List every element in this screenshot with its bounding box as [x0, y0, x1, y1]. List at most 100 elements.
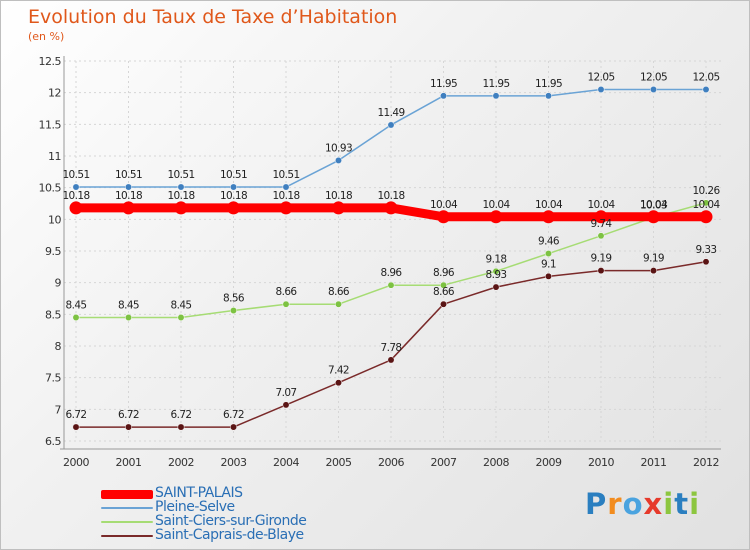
data-point-saint-caprais-de-blaye — [387, 356, 395, 364]
data-point-saint-palais — [594, 210, 608, 224]
data-point-saint-ciers-sur-gironde — [440, 281, 447, 289]
data-point-pleine-selve — [387, 121, 395, 129]
data-label-saint-palais: 10.04 — [640, 199, 668, 211]
data-label-saint-caprais-de-blaye: 6.72 — [118, 409, 139, 421]
data-label-pleine-selve: 10.51 — [272, 169, 299, 181]
logo-letter: i — [689, 487, 701, 521]
x-tick-label: 2010 — [588, 456, 614, 469]
data-point-saint-caprais-de-blaye — [492, 283, 500, 291]
data-point-saint-caprais-de-blaye — [545, 272, 552, 280]
data-point-saint-caprais-de-blaye — [125, 423, 132, 431]
x-tick-label: 2004 — [273, 456, 299, 469]
data-point-pleine-selve — [282, 183, 290, 191]
data-label-saint-caprais-de-blaye: 9.19 — [591, 253, 612, 265]
y-tick-label: 9.5 — [45, 245, 61, 258]
data-label-pleine-selve: 10.51 — [62, 169, 89, 181]
data-label-saint-ciers-sur-gironde: 9.18 — [486, 253, 507, 265]
data-label-saint-palais: 10.04 — [535, 199, 563, 211]
data-point-saint-ciers-sur-gironde — [125, 314, 132, 321]
y-tick-label: 7.5 — [45, 372, 61, 385]
data-label-saint-ciers-sur-gironde: 8.66 — [276, 286, 298, 298]
data-label-saint-palais: 10.04 — [692, 199, 720, 211]
data-label-pleine-selve: 11.95 — [535, 78, 562, 90]
data-point-saint-ciers-sur-gironde — [702, 199, 710, 207]
legend-label: Saint-Caprais-de-Blaye — [155, 527, 304, 543]
data-point-saint-caprais-de-blaye — [702, 258, 710, 266]
legend-swatch-saint-palais — [101, 490, 153, 499]
data-point-pleine-selve — [125, 183, 132, 191]
data-point-pleine-selve — [597, 86, 605, 93]
data-point-saint-caprais-de-blaye — [72, 423, 80, 431]
data-label-saint-ciers-sur-gironde: 10.03 — [640, 199, 667, 211]
data-label-saint-caprais-de-blaye: 6.72 — [171, 409, 192, 421]
x-tick-label: 2003 — [221, 456, 247, 469]
y-tick-label: 7 — [55, 403, 62, 416]
y-tick-label: 11.5 — [39, 118, 62, 131]
legend-swatch-saint-caprais — [101, 535, 153, 537]
data-point-pleine-selve — [440, 92, 447, 100]
data-label-saint-palais: 10.18 — [62, 190, 89, 202]
data-label-saint-caprais-de-blaye: 9.1 — [541, 258, 556, 270]
data-point-saint-caprais-de-blaye — [282, 401, 290, 409]
legend-label: SAINT-PALAIS — [155, 485, 243, 501]
legend-swatch-pleine-selve — [101, 507, 153, 509]
chart-title: Evolution du Taux de Taxe d’Habitation — [28, 6, 398, 28]
data-label-saint-caprais-de-blaye: 7.42 — [328, 365, 349, 377]
data-label-saint-palais: 10.18 — [115, 190, 142, 202]
y-tick-label: 8 — [55, 340, 62, 353]
x-tick-label: 2001 — [116, 456, 142, 469]
data-point-saint-ciers-sur-gironde — [597, 232, 605, 240]
y-tick-label: 8.5 — [45, 308, 61, 321]
data-label-saint-ciers-sur-gironde: 8.45 — [171, 300, 192, 312]
data-point-saint-palais — [699, 210, 713, 224]
data-point-saint-caprais-de-blaye — [335, 379, 342, 387]
data-label-saint-caprais-de-blaye: 6.72 — [223, 409, 244, 421]
data-point-pleine-selve — [492, 92, 500, 100]
data-point-saint-ciers-sur-gironde — [72, 314, 80, 321]
data-point-saint-ciers-sur-gironde — [230, 307, 237, 314]
data-point-saint-palais — [384, 201, 398, 215]
y-tick-label: 11 — [48, 150, 61, 163]
x-tick-label: 2000 — [63, 456, 89, 469]
y-tick-label: 9 — [55, 277, 62, 290]
proxiti-logo: Proxiti — [585, 487, 700, 521]
data-point-saint-ciers-sur-gironde — [335, 300, 342, 308]
data-point-saint-palais — [332, 201, 345, 215]
logo-letter: o — [622, 487, 644, 521]
data-point-pleine-selve — [72, 183, 80, 191]
data-point-saint-ciers-sur-gironde — [492, 267, 500, 275]
data-point-saint-ciers-sur-gironde — [282, 300, 290, 308]
x-tick-label: 2011 — [641, 456, 667, 469]
data-label-pleine-selve: 10.51 — [115, 169, 142, 181]
data-label-saint-caprais-de-blaye: 7.78 — [381, 342, 402, 354]
x-tick-label: 2005 — [326, 456, 352, 469]
data-point-saint-palais — [542, 210, 555, 224]
data-point-saint-caprais-de-blaye — [177, 423, 185, 431]
data-label-saint-ciers-sur-gironde: 8.66 — [328, 286, 350, 298]
data-label-saint-ciers-sur-gironde: 10.26 — [692, 185, 720, 197]
data-point-saint-palais — [227, 201, 240, 215]
y-tick-label: 12.5 — [39, 55, 62, 68]
data-label-saint-palais: 10.04 — [482, 199, 510, 211]
x-tick-label: 2007 — [431, 456, 457, 469]
x-tick-label: 2009 — [536, 456, 562, 469]
data-label-pleine-selve: 12.05 — [587, 72, 614, 84]
logo-letter: P — [585, 487, 608, 521]
data-label-pleine-selve: 11.95 — [482, 78, 509, 90]
data-point-saint-palais — [647, 210, 660, 224]
data-label-saint-ciers-sur-gironde: 8.45 — [66, 300, 87, 312]
data-point-pleine-selve — [177, 183, 185, 191]
legend-label: Pleine-Selve — [155, 499, 235, 515]
data-point-saint-caprais-de-blaye — [440, 300, 447, 308]
data-label-pleine-selve: 10.51 — [167, 169, 194, 181]
data-label-saint-ciers-sur-gironde: 9.46 — [538, 236, 560, 248]
data-label-saint-caprais-de-blaye: 9.19 — [643, 253, 664, 265]
data-label-saint-ciers-sur-gironde: 8.96 — [381, 267, 403, 279]
data-label-saint-caprais-de-blaye: 8.93 — [486, 269, 507, 281]
logo-letter: t — [674, 487, 690, 521]
data-point-pleine-selve — [335, 156, 342, 164]
data-label-saint-caprais-de-blaye: 9.33 — [696, 244, 717, 256]
y-tick-label: 6.5 — [45, 435, 61, 448]
